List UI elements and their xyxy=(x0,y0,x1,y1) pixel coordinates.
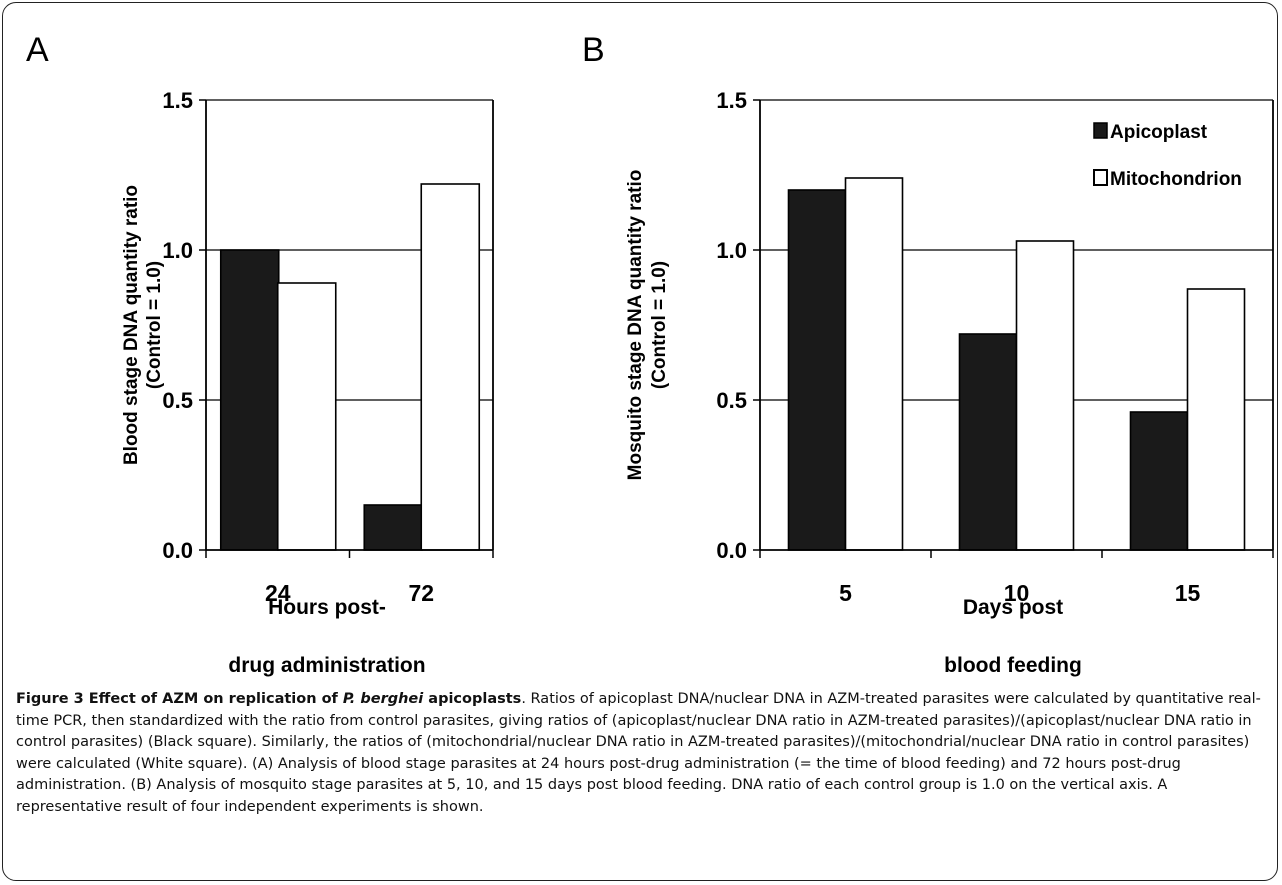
panel-b-xtick-label: 10 xyxy=(1004,580,1030,606)
caption-title-suffix: apicoplasts xyxy=(423,691,522,707)
panel-b-ylabel-line2: (Control = 1.0) xyxy=(649,261,670,389)
caption-title-species: P. berghei xyxy=(342,691,424,707)
panel-a-label: A xyxy=(26,31,49,69)
panel-a-ytick-label: 0.0 xyxy=(162,538,193,563)
panel-b-xlabel-line2: blood feeding xyxy=(944,654,1082,677)
panel-b-ylabel-line1: Mosquito stage DNA quantity ratio xyxy=(625,170,646,481)
figure-canvas: A Blood stage DNA quantity ratio (Contro… xyxy=(26,31,1274,677)
legend-label-apicoplast: Apicoplast xyxy=(1110,122,1208,143)
panel-b-bar-mitochondrion xyxy=(1186,288,1246,551)
panel-b-ytick-label: 0.5 xyxy=(716,388,747,413)
panel-a-xlabel-line1: Hours post- xyxy=(268,596,386,619)
panel-a-xtick-label: 72 xyxy=(408,580,434,606)
figure-caption: Figure 3 Effect of AZM on replication of… xyxy=(16,689,1268,818)
panel-b-bar-apicoplast xyxy=(787,189,847,551)
panel-b-ytick-label: 0.0 xyxy=(716,538,747,563)
panel-a-ylabel-line2: (Control = 1.0) xyxy=(144,261,165,389)
panel-b-xtick-label: 5 xyxy=(839,580,852,606)
panel-b-xtick-label: 15 xyxy=(1175,580,1201,606)
panel-b-xlabel-line1: Days post xyxy=(963,596,1063,619)
panel-b-bar-mitochondrion xyxy=(844,177,904,551)
legend-swatch-mitochondrion xyxy=(1093,169,1108,186)
panel-a-bar-mitochondrion xyxy=(276,282,337,551)
panel-a-bar-apicoplast xyxy=(363,504,424,551)
panel-a-ylabel-line1: Blood stage DNA quantity ratio xyxy=(121,185,142,465)
panel-b-bar-mitochondrion xyxy=(1015,240,1075,551)
panel-a-ytick-label: 1.0 xyxy=(162,238,193,263)
panel-a-xlabel-line2: drug administration xyxy=(228,654,425,677)
panel-b-bar-apicoplast xyxy=(1129,411,1189,551)
panel-a-xtick-label: 24 xyxy=(265,580,291,606)
panel-b-bar-apicoplast xyxy=(958,333,1018,551)
panel-b-legend: Apicoplast Mitochondrion xyxy=(1093,122,1242,190)
legend-swatch-apicoplast xyxy=(1093,122,1108,139)
panel-a-ytick-label: 0.5 xyxy=(162,388,193,413)
panel-a-bar-apicoplast xyxy=(219,249,280,551)
panel-b-label: B xyxy=(582,31,605,69)
caption-title-prefix: Figure 3 Effect of AZM on replication of xyxy=(16,691,343,707)
caption-body: . Ratios of apicoplast DNA/nuclear DNA i… xyxy=(16,691,1261,815)
panel-a-ytick-label: 1.5 xyxy=(162,88,193,113)
legend-label-mitochondrion: Mitochondrion xyxy=(1110,169,1242,190)
panel-b-ytick-label: 1.0 xyxy=(716,238,747,263)
panel-b-ytick-label: 1.5 xyxy=(716,88,747,113)
panel-a-bar-mitochondrion xyxy=(420,183,481,551)
